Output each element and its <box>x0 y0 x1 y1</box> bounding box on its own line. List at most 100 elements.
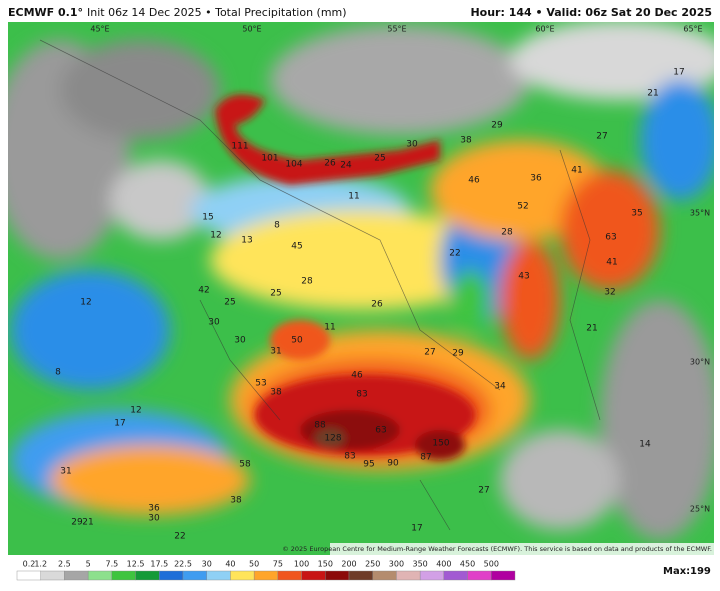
precip-label: 31 <box>60 467 71 477</box>
colorbar-swatch <box>230 570 255 581</box>
colorbar-swatch <box>16 570 41 581</box>
lon-label: 45°E <box>90 25 109 34</box>
precip-label: 30 <box>208 318 220 328</box>
colorbar-swatch <box>348 570 373 581</box>
precip-label: 26 <box>324 159 336 169</box>
precip-label: 22 <box>174 532 185 542</box>
precip-label: 63 <box>605 233 616 243</box>
model: ECMWF 0.1° <box>8 6 83 19</box>
precip-label: 36 <box>148 504 160 514</box>
precip-label: 41 <box>606 258 617 268</box>
precip-label: 88 <box>314 421 326 431</box>
precip-label: 30 <box>148 514 160 524</box>
precip-label: 22 <box>449 249 460 259</box>
colorbar-swatch <box>396 570 421 581</box>
precip-label: 38 <box>230 496 242 506</box>
precip-label: 46 <box>351 371 363 381</box>
precip-label: 29 <box>491 121 503 131</box>
colorbar-label: 17.5 <box>150 560 168 569</box>
colorbar-label: 22.5 <box>174 560 192 569</box>
lat-label: 35°N <box>690 209 710 218</box>
copyright: © 2025 European Centre for Medium-Range … <box>282 545 712 553</box>
precip-label: 83 <box>356 390 367 400</box>
precip-label: 95 <box>363 460 374 470</box>
precip-field <box>8 22 714 555</box>
precip-label: 38 <box>270 388 282 398</box>
colorbar-label: 400 <box>436 560 451 569</box>
lon-label: 65°E <box>683 25 702 34</box>
colorbar-label: 75 <box>273 560 283 569</box>
colorbar-label: 50 <box>249 560 259 569</box>
precip-label: 90 <box>387 459 399 469</box>
precip-label: 42 <box>198 286 209 296</box>
precip-label: 24 <box>340 161 352 171</box>
precip-label: 111 <box>231 142 248 152</box>
lon-label: 60°E <box>535 25 554 34</box>
precip-label: 46 <box>468 176 480 186</box>
precip-label: 101 <box>261 154 278 164</box>
precip-label: 21 <box>647 89 658 99</box>
colorbar-swatch <box>40 570 65 581</box>
precip-label: 25 <box>270 289 281 299</box>
colorbar-label: 1.2 <box>34 560 47 569</box>
colorbar-swatch <box>301 570 326 581</box>
colorbar-label: 5 <box>86 560 91 569</box>
max-label: Max: <box>663 566 690 577</box>
precip-label: 45 <box>291 242 302 252</box>
precip-label: 11 <box>348 192 359 202</box>
colorbar-label: 0.2 <box>23 560 36 569</box>
precip-label: 17 <box>114 419 125 429</box>
colorbar-swatch <box>372 570 397 581</box>
precip-label: 41 <box>571 166 582 176</box>
precip-label: 14 <box>639 440 651 450</box>
precip-label: 11 <box>324 323 335 333</box>
precip-label: 43 <box>518 272 529 282</box>
colorbar-label: 30 <box>202 560 212 569</box>
colorbar-swatch <box>182 570 207 581</box>
colorbar-swatch <box>135 570 160 581</box>
colorbar-label: 12.5 <box>127 560 145 569</box>
precip-label: 8 <box>274 221 280 231</box>
precip-label: 29 <box>71 518 83 528</box>
precip-label: 15 <box>202 213 213 223</box>
precip-label: 53 <box>255 379 266 389</box>
colorbar-label: 40 <box>225 560 235 569</box>
colorbar-swatch <box>277 570 302 581</box>
colorbar-swatch <box>253 570 279 581</box>
colorbar-swatch <box>111 570 136 581</box>
precip-label: 30 <box>406 140 418 150</box>
colorbar-swatch <box>419 570 445 581</box>
colorbar-label: 250 <box>365 560 380 569</box>
colorbar-label: 2.5 <box>58 560 71 569</box>
precip-label: 26 <box>371 300 383 310</box>
precip-label: 17 <box>673 68 684 78</box>
colorbar-label: 7.5 <box>105 560 118 569</box>
precip-label: 13 <box>241 236 252 246</box>
colorbar-swatch <box>491 570 516 581</box>
precip-label: 34 <box>494 382 506 392</box>
precip-label: 32 <box>604 288 615 298</box>
lat-label: 25°N <box>690 505 710 514</box>
precip-label: 30 <box>234 336 246 346</box>
precip-label: 21 <box>586 324 597 334</box>
precip-label: 27 <box>478 486 489 496</box>
precip-label: 12 <box>130 406 141 416</box>
precip-label: 28 <box>501 228 513 238</box>
precip-label: 21 <box>82 518 93 528</box>
colorbar-swatch <box>159 570 184 581</box>
precip-label: 27 <box>596 132 607 142</box>
precip-label: 31 <box>270 347 281 357</box>
precip-label: 25 <box>374 154 385 164</box>
colorbar-label: 100 <box>294 560 309 569</box>
precip-label: 25 <box>224 298 235 308</box>
precip-label: 28 <box>301 277 313 287</box>
header-left: ECMWF 0.1° Init 06z 14 Dec 2025 • Total P… <box>8 6 347 19</box>
max-value: 199 <box>690 566 711 577</box>
valid-time: Hour: 144 • Valid: 06z Sat 20 Dec 2025 <box>470 6 712 19</box>
colorbar-swatch <box>325 570 350 581</box>
colorbar-label: 200 <box>341 560 356 569</box>
colorbar-label: 300 <box>389 560 404 569</box>
precip-label: 104 <box>285 160 302 170</box>
colorbar-swatch <box>64 570 89 581</box>
